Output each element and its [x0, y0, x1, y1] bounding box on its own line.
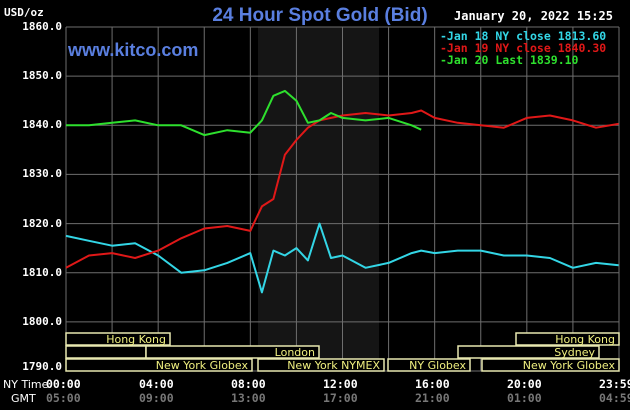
y-tick-label: 1860.0	[22, 20, 62, 33]
x-tick-gmt: 13:00	[231, 391, 266, 405]
x-tick-gmt: 05:00	[46, 391, 81, 405]
y-tick-label: 1800.0	[22, 314, 62, 328]
y-tick-label: 1820.0	[22, 216, 62, 230]
price-series	[65, 89, 619, 294]
shaded-region	[258, 27, 379, 371]
session-label-hong_kong_2: Hong Kong	[555, 333, 615, 346]
session-label-hong_kong_1: Hong Kong	[106, 333, 166, 346]
x-tick-ny: 04:00	[139, 377, 174, 391]
y-tick-label: 1810.0	[22, 265, 62, 279]
session-label-ny_nymex: New York NYMEX	[287, 359, 380, 372]
timestamp: January 20, 2022 15:25	[454, 9, 613, 23]
x-tick-gmt: 04:59	[599, 391, 630, 405]
x-tick-ny: 16:00	[415, 377, 450, 391]
x-tick-gmt: 17:00	[323, 391, 358, 405]
series-line	[66, 89, 422, 137]
legend-item-jan18: -Jan 18 NY close 1813.60	[440, 29, 607, 43]
session-bars: Hong Kong London New York Globex New York N…	[65, 332, 620, 372]
series-line	[65, 222, 619, 294]
x-tick-ny: 12:00	[323, 377, 358, 391]
legend-item-jan19: -Jan 19 NY close 1840.30	[440, 41, 607, 55]
y-tick-label: 1840.0	[22, 118, 62, 132]
chart-title: 24 Hour Spot Gold (Bid)	[212, 5, 428, 26]
session-label-london: London	[275, 346, 315, 359]
x-tick-gmt: 09:00	[139, 391, 174, 405]
session-label-ny_globex_3: New York Globex	[523, 359, 616, 372]
unit-label: USD/oz	[4, 6, 44, 19]
x-tick-ny: 23:59	[599, 377, 630, 391]
legend-item-jan20: -Jan 20 Last 1839.10	[440, 53, 579, 67]
site-link[interactable]: www.kitco.com	[68, 40, 199, 60]
session-label-ny_globex_1: New York Globex	[156, 359, 249, 372]
ny-time-label: NY Time	[3, 378, 49, 391]
series-line	[65, 109, 619, 269]
x-tick-ny: 00:00	[46, 377, 81, 391]
y-tick-label: 1790.0	[22, 360, 62, 373]
session-label-ny_globex_2: NY Globex	[409, 359, 466, 372]
x-tick-gmt: 21:00	[415, 391, 450, 405]
x-tick-gmt: 01:00	[507, 391, 542, 405]
y-tick-label: 1830.0	[22, 167, 62, 181]
grid-lines	[65, 26, 620, 372]
gmt-label: GMT	[11, 392, 36, 405]
y-tick-label: 1850.0	[22, 69, 62, 83]
x-tick-ny: 08:00	[231, 377, 266, 391]
session-label-sydney: Sydney	[554, 346, 595, 359]
x-tick-ny: 20:00	[507, 377, 542, 391]
